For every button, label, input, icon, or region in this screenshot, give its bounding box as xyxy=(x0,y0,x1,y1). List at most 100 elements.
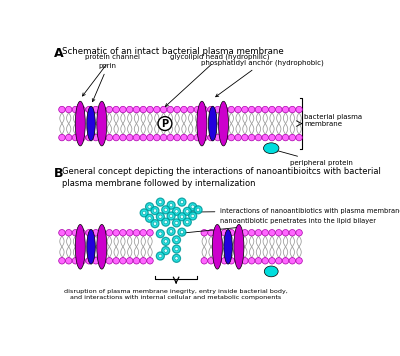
Circle shape xyxy=(113,134,119,141)
Ellipse shape xyxy=(97,101,107,146)
Circle shape xyxy=(282,230,289,236)
Circle shape xyxy=(113,230,119,236)
Circle shape xyxy=(156,230,164,238)
Circle shape xyxy=(235,134,241,141)
Circle shape xyxy=(159,232,162,235)
Circle shape xyxy=(172,236,180,244)
Circle shape xyxy=(120,134,126,141)
Circle shape xyxy=(276,106,282,113)
Circle shape xyxy=(269,106,275,113)
Circle shape xyxy=(255,134,262,141)
Circle shape xyxy=(126,230,133,236)
Circle shape xyxy=(180,200,184,204)
Circle shape xyxy=(133,106,140,113)
Circle shape xyxy=(248,257,255,264)
Circle shape xyxy=(228,106,234,113)
Circle shape xyxy=(183,207,191,215)
Circle shape xyxy=(242,257,248,264)
Circle shape xyxy=(59,230,65,236)
Circle shape xyxy=(86,134,92,141)
Circle shape xyxy=(188,106,194,113)
Circle shape xyxy=(162,247,170,255)
Circle shape xyxy=(120,257,126,264)
Circle shape xyxy=(208,230,214,236)
Circle shape xyxy=(289,257,296,264)
Circle shape xyxy=(148,205,151,208)
Circle shape xyxy=(151,220,159,228)
Circle shape xyxy=(72,134,79,141)
Circle shape xyxy=(156,252,164,260)
Circle shape xyxy=(255,257,262,264)
Circle shape xyxy=(151,206,159,215)
Circle shape xyxy=(59,257,65,264)
Ellipse shape xyxy=(97,224,107,269)
Text: porin: porin xyxy=(92,63,117,102)
Circle shape xyxy=(99,134,106,141)
Circle shape xyxy=(106,134,113,141)
Ellipse shape xyxy=(75,224,85,269)
Circle shape xyxy=(242,134,248,141)
Circle shape xyxy=(162,237,170,245)
Circle shape xyxy=(175,257,178,260)
Circle shape xyxy=(269,134,275,141)
Circle shape xyxy=(99,257,106,264)
Circle shape xyxy=(66,134,72,141)
Ellipse shape xyxy=(218,101,228,146)
Circle shape xyxy=(99,106,106,113)
Circle shape xyxy=(164,249,168,252)
Circle shape xyxy=(175,247,178,251)
Circle shape xyxy=(221,257,228,264)
Circle shape xyxy=(221,230,228,236)
Circle shape xyxy=(201,106,208,113)
Circle shape xyxy=(262,257,268,264)
Circle shape xyxy=(133,230,140,236)
Circle shape xyxy=(172,254,180,262)
Circle shape xyxy=(180,215,184,219)
Circle shape xyxy=(66,106,72,113)
Circle shape xyxy=(269,257,275,264)
Ellipse shape xyxy=(87,230,95,264)
Circle shape xyxy=(181,106,187,113)
Circle shape xyxy=(146,214,154,222)
Circle shape xyxy=(191,205,194,208)
Circle shape xyxy=(120,106,126,113)
Circle shape xyxy=(167,227,175,235)
Circle shape xyxy=(289,106,296,113)
Circle shape xyxy=(164,240,168,243)
Circle shape xyxy=(159,254,162,258)
Circle shape xyxy=(235,106,241,113)
Circle shape xyxy=(228,230,234,236)
Circle shape xyxy=(79,257,86,264)
Circle shape xyxy=(194,206,202,214)
Circle shape xyxy=(92,106,99,113)
Circle shape xyxy=(170,204,173,207)
Circle shape xyxy=(262,106,268,113)
Ellipse shape xyxy=(234,224,244,269)
Circle shape xyxy=(175,238,178,241)
Circle shape xyxy=(196,208,200,211)
Circle shape xyxy=(146,203,154,211)
Circle shape xyxy=(194,106,201,113)
Circle shape xyxy=(181,134,187,141)
Circle shape xyxy=(186,220,189,224)
Circle shape xyxy=(242,106,248,113)
Circle shape xyxy=(126,257,133,264)
Text: glycolipid head (hydrophilic): glycolipid head (hydrophilic) xyxy=(165,53,270,106)
Circle shape xyxy=(167,212,175,220)
Circle shape xyxy=(282,257,289,264)
Circle shape xyxy=(164,208,168,211)
Ellipse shape xyxy=(75,101,85,146)
Circle shape xyxy=(201,230,208,236)
Circle shape xyxy=(140,106,146,113)
Circle shape xyxy=(147,106,153,113)
Circle shape xyxy=(235,257,241,264)
Ellipse shape xyxy=(264,143,279,153)
Circle shape xyxy=(160,134,167,141)
Circle shape xyxy=(248,230,255,236)
Circle shape xyxy=(164,220,168,224)
Circle shape xyxy=(167,201,175,209)
Circle shape xyxy=(160,106,167,113)
Circle shape xyxy=(208,106,214,113)
Circle shape xyxy=(72,106,79,113)
Circle shape xyxy=(208,257,214,264)
